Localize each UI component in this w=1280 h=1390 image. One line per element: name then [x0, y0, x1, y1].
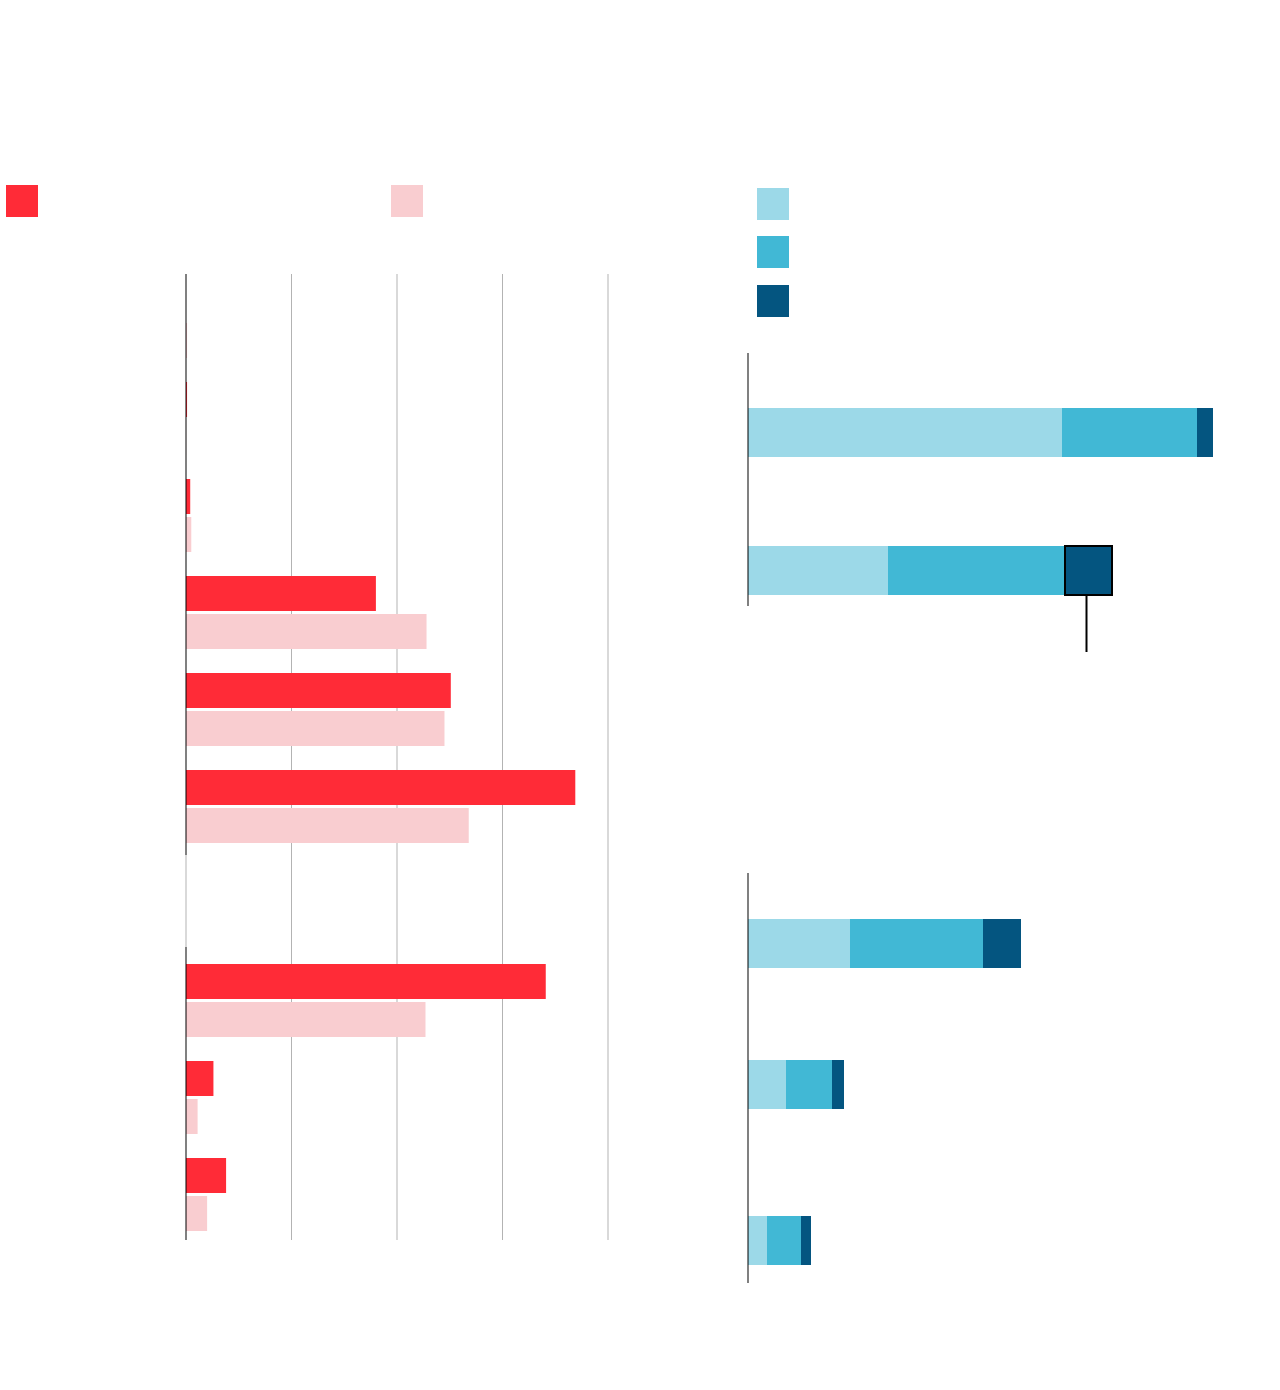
bar — [186, 1002, 426, 1037]
bar-segment — [786, 1060, 832, 1109]
bar — [186, 517, 192, 552]
bar — [186, 808, 469, 843]
bar-segment — [748, 919, 850, 968]
bar — [186, 711, 445, 746]
bar — [186, 576, 376, 611]
bar-segment — [801, 1216, 811, 1265]
bar-segment — [748, 1060, 786, 1109]
bar — [186, 1196, 208, 1231]
bar — [186, 1158, 227, 1193]
legend-swatch — [757, 285, 789, 317]
legend-swatch — [757, 236, 789, 268]
legend-swatch — [391, 185, 423, 217]
bar-segment — [767, 1216, 801, 1265]
bar-segment — [1062, 408, 1197, 457]
bar — [186, 673, 451, 708]
bar-segment — [832, 1060, 844, 1109]
bar-segment — [1197, 408, 1213, 457]
bar-segment — [850, 919, 983, 968]
bar-segment — [748, 408, 1062, 457]
bar — [186, 382, 188, 417]
legend-swatch — [757, 188, 789, 220]
bar-segment — [983, 919, 1021, 968]
bar — [186, 1099, 198, 1134]
bar-segment — [748, 1216, 767, 1265]
bar — [186, 479, 191, 514]
bar — [186, 1061, 214, 1096]
bar — [186, 614, 427, 649]
bar — [186, 964, 546, 999]
bar — [186, 770, 576, 805]
legend-swatch — [6, 185, 38, 217]
bar-segment — [1064, 545, 1113, 596]
bar-segment — [748, 546, 888, 595]
bar-segment — [888, 546, 1065, 595]
bar — [186, 323, 188, 358]
